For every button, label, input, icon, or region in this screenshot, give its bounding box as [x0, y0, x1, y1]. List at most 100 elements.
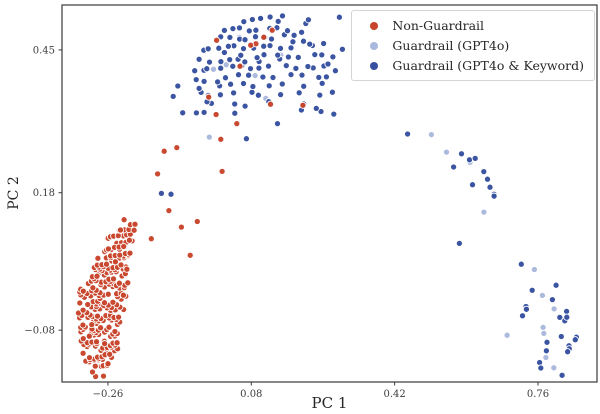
data-point [295, 89, 303, 97]
data-point [115, 279, 123, 287]
data-point [298, 28, 306, 36]
data-point [480, 168, 488, 176]
data-point [220, 26, 228, 34]
data-point [316, 91, 324, 99]
data-point [76, 299, 84, 307]
data-point [331, 67, 339, 75]
x-tick-label: 0.42 [384, 389, 406, 400]
data-point [315, 73, 323, 81]
data-point [147, 235, 155, 243]
data-point [245, 27, 253, 35]
data-point [240, 18, 248, 26]
data-point [278, 12, 287, 20]
data-point [105, 323, 113, 331]
data-point [278, 80, 286, 88]
x-tick-label: −0.26 [93, 389, 124, 400]
data-point [328, 88, 336, 96]
legend-marker-icon [370, 41, 379, 50]
data-point [292, 64, 300, 72]
data-point [304, 16, 312, 24]
data-point [229, 62, 237, 70]
data-point [191, 67, 199, 75]
data-point [552, 281, 560, 289]
data-point [571, 336, 579, 344]
data-point [457, 150, 466, 158]
data-point [229, 25, 237, 33]
data-point [84, 300, 92, 309]
data-point [329, 53, 337, 61]
data-point [85, 332, 93, 340]
x-axis-label: PC 1 [311, 394, 348, 412]
legend-label: Guardrail (GPT4o & Keyword) [392, 58, 584, 73]
data-point [518, 312, 527, 320]
data-point [483, 175, 492, 183]
data-point [312, 104, 320, 112]
data-point [304, 62, 312, 71]
data-point [79, 287, 87, 295]
data-point [115, 313, 123, 321]
data-point [231, 100, 239, 108]
y-tick-label: 0.45 [33, 45, 55, 56]
data-point [563, 307, 571, 315]
legend-entry-guardrail-gpt4o-keyword: Guardrail (GPT4o & Keyword) [364, 58, 584, 73]
data-point [195, 55, 203, 63]
data-point [165, 207, 173, 215]
data-point [119, 291, 127, 299]
data-point [247, 41, 255, 49]
data-point [192, 76, 200, 84]
data-point [174, 82, 182, 90]
data-point [241, 58, 249, 66]
data-point [222, 61, 230, 69]
data-point [97, 324, 105, 332]
data-point [298, 71, 306, 79]
data-point [92, 338, 101, 346]
data-point [109, 298, 117, 306]
data-point [224, 42, 232, 50]
data-point [564, 348, 572, 356]
data-point [259, 73, 267, 81]
data-point [93, 272, 101, 280]
data-point [214, 78, 222, 86]
data-point [116, 226, 125, 234]
data-point [287, 44, 295, 52]
data-point [318, 79, 326, 87]
data-point [94, 254, 102, 262]
data-point [236, 62, 244, 70]
data-point [273, 120, 282, 128]
data-point [294, 53, 302, 61]
data-point [241, 36, 249, 44]
data-point [237, 51, 245, 59]
data-point [85, 354, 94, 362]
data-point [486, 183, 494, 191]
data-point [539, 323, 547, 331]
data-point [455, 239, 463, 247]
data-point [465, 156, 474, 164]
data-point [260, 33, 268, 41]
data-point [322, 73, 330, 81]
data-point [283, 27, 292, 35]
data-point [215, 44, 223, 52]
data-point [231, 109, 239, 117]
data-point [205, 133, 213, 141]
data-point [131, 220, 139, 228]
data-point [522, 305, 530, 313]
data-point [205, 93, 213, 101]
data-point [89, 284, 97, 292]
data-point [404, 130, 412, 138]
data-point [160, 147, 168, 155]
data-point [450, 163, 458, 171]
legend-entry-non-guardrail: Non-Guardrail [364, 18, 584, 33]
data-point [257, 14, 265, 22]
data-point [299, 101, 307, 109]
data-point [109, 275, 118, 283]
data-point [542, 353, 550, 362]
data-point [104, 290, 112, 298]
data-point [251, 72, 259, 80]
data-point [100, 299, 109, 307]
data-point [203, 65, 211, 73]
data-point [248, 88, 256, 96]
data-point [517, 260, 525, 268]
data-point [548, 296, 556, 304]
data-point [227, 80, 235, 88]
